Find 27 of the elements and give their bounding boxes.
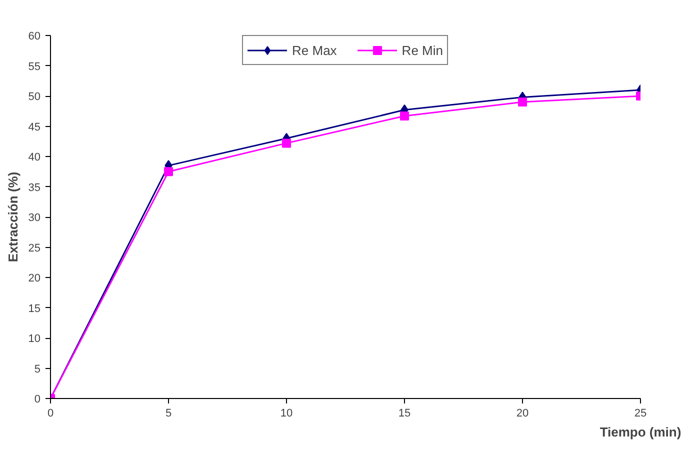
x-tick-label: 15 (398, 408, 411, 420)
y-tick-label: 15 (28, 302, 41, 315)
y-axis-title: Extracción (%) (5, 172, 20, 262)
point (518, 98, 527, 107)
x-tick-label: 0 (47, 408, 54, 420)
y-tick-label: 35 (28, 182, 41, 194)
point (164, 167, 173, 176)
point (400, 111, 409, 120)
point (282, 138, 291, 148)
y-tick-label: 30 (28, 212, 41, 224)
y-tick-label: 10 (28, 333, 41, 345)
legend-label: Re Max (292, 42, 337, 58)
x-tick-label: 10 (280, 408, 293, 420)
y-tick-label: 20 (28, 272, 41, 284)
legend-label: Re Min (402, 42, 443, 58)
y-tick-label: 0 (34, 394, 41, 406)
x-tick-label: 20 (516, 408, 529, 420)
y-tick-label: 55 (28, 60, 41, 73)
x-tick-label: 5 (165, 408, 172, 420)
y-tick-label: 25 (28, 242, 41, 254)
y-tick-label: 50 (28, 91, 41, 103)
y-tick-label: 60 (28, 30, 41, 42)
x-axis-title: Tiempo (min) (600, 424, 682, 440)
x-tick-label: 25 (634, 408, 647, 420)
y-tick-label: 5 (34, 363, 41, 376)
y-tick-label: 40 (28, 152, 41, 164)
y-tick-label: 45 (28, 121, 41, 134)
